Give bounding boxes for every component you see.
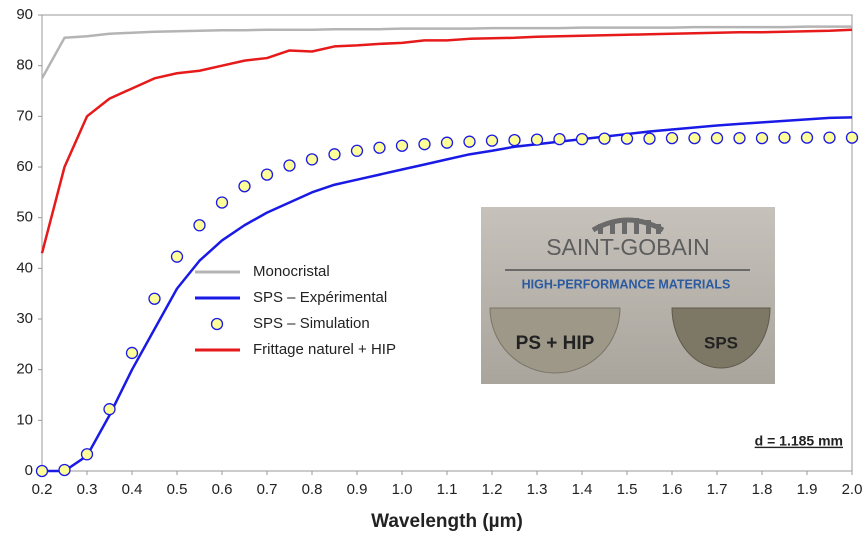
marker (125, 346, 139, 360)
y-tick-label: 80 (16, 57, 33, 74)
x-tick-label: 0.7 (257, 481, 278, 498)
marker (58, 463, 71, 477)
marker (35, 464, 49, 478)
legend-label: Monocristal (253, 263, 330, 280)
marker (418, 138, 431, 151)
x-tick-label: 1.6 (662, 481, 683, 498)
x-tick-label: 0.9 (347, 481, 368, 498)
marker (643, 132, 656, 145)
y-tick-label: 50 (16, 209, 33, 226)
x-tick-label: 0.4 (122, 481, 143, 498)
marker (553, 132, 566, 146)
sample-disc (671, 307, 771, 369)
marker (80, 448, 94, 461)
marker (710, 131, 724, 145)
y-tick-label: 40 (16, 259, 33, 276)
sample-label: PS + HIP (516, 333, 595, 354)
marker (215, 196, 229, 209)
logo-tagline: HIGH-PERFORMANCE MATERIALS (522, 277, 731, 291)
legend-label: Frittage naturel + HIP (253, 341, 396, 358)
legend-label: SPS – Simulation (253, 315, 370, 332)
y-tick-label: 0 (25, 462, 33, 479)
marker (575, 132, 589, 146)
marker (395, 139, 409, 152)
marker (485, 134, 499, 147)
x-tick-label: 1.1 (437, 481, 458, 498)
y-tick-label: 20 (16, 361, 33, 378)
marker (103, 403, 116, 416)
marker (508, 133, 521, 147)
marker (823, 131, 836, 144)
marker (305, 153, 319, 166)
marker (845, 131, 859, 144)
x-tick-label: 0.6 (212, 481, 233, 498)
x-tick-label: 0.8 (302, 481, 323, 498)
marker (778, 131, 791, 144)
x-tick-label: 0.2 (32, 481, 53, 498)
marker (373, 141, 386, 154)
legend-label: SPS – Expérimental (253, 289, 387, 306)
y-tick-label: 90 (16, 6, 33, 23)
series-line (42, 116, 853, 473)
marker (530, 133, 544, 146)
marker (328, 148, 341, 161)
marker (170, 250, 184, 263)
x-tick-label: 1.5 (617, 481, 638, 498)
marker (800, 131, 814, 144)
marker (733, 131, 746, 145)
x-tick-label: 1.2 (482, 481, 503, 498)
legend: Monocristal SPS – Expérimental SPS – Simul… (195, 263, 396, 358)
sample-disc (489, 307, 621, 374)
marker (350, 144, 364, 157)
marker (440, 136, 454, 149)
x-tick-label: 2.0 (842, 481, 863, 498)
annotation: d = 1.185 mm (755, 433, 843, 449)
series-line (40, 25, 852, 79)
logo-columns (598, 218, 661, 234)
marker (260, 168, 274, 181)
marker (620, 132, 634, 145)
marker (283, 159, 296, 172)
marker (598, 132, 611, 145)
y-tick-label: 70 (16, 107, 33, 124)
x-tick-label: 1.7 (707, 481, 728, 498)
logo-text: SAINT-GOBAIN (546, 234, 710, 260)
x-tick-label: 1.3 (527, 481, 548, 498)
x-axis-label: Wavelength (µm) (371, 511, 523, 532)
y-tick-label: 60 (16, 158, 33, 175)
marker (193, 219, 206, 232)
marker (688, 131, 701, 145)
marker (665, 131, 679, 145)
inset-photo: SAINT-GOBAIN HIGH-PERFORMANCE MATERIALS … (481, 207, 775, 384)
x-tick-label: 1.0 (392, 481, 413, 498)
marker (238, 180, 251, 193)
x-tick-label: 1.9 (797, 481, 818, 498)
marker (463, 135, 476, 148)
x-tick-label: 0.3 (77, 481, 98, 498)
y-tick-label: 10 (16, 411, 33, 428)
x-tick-label: 0.5 (167, 481, 188, 498)
marker (755, 131, 769, 145)
y-tick-label: 30 (16, 310, 33, 327)
x-tick-label: 1.8 (752, 481, 773, 498)
sample-label: SPS (704, 333, 738, 352)
series-line (40, 28, 853, 254)
marker (148, 292, 161, 305)
x-tick-label: 1.4 (572, 481, 593, 498)
legend-marker (210, 317, 224, 331)
